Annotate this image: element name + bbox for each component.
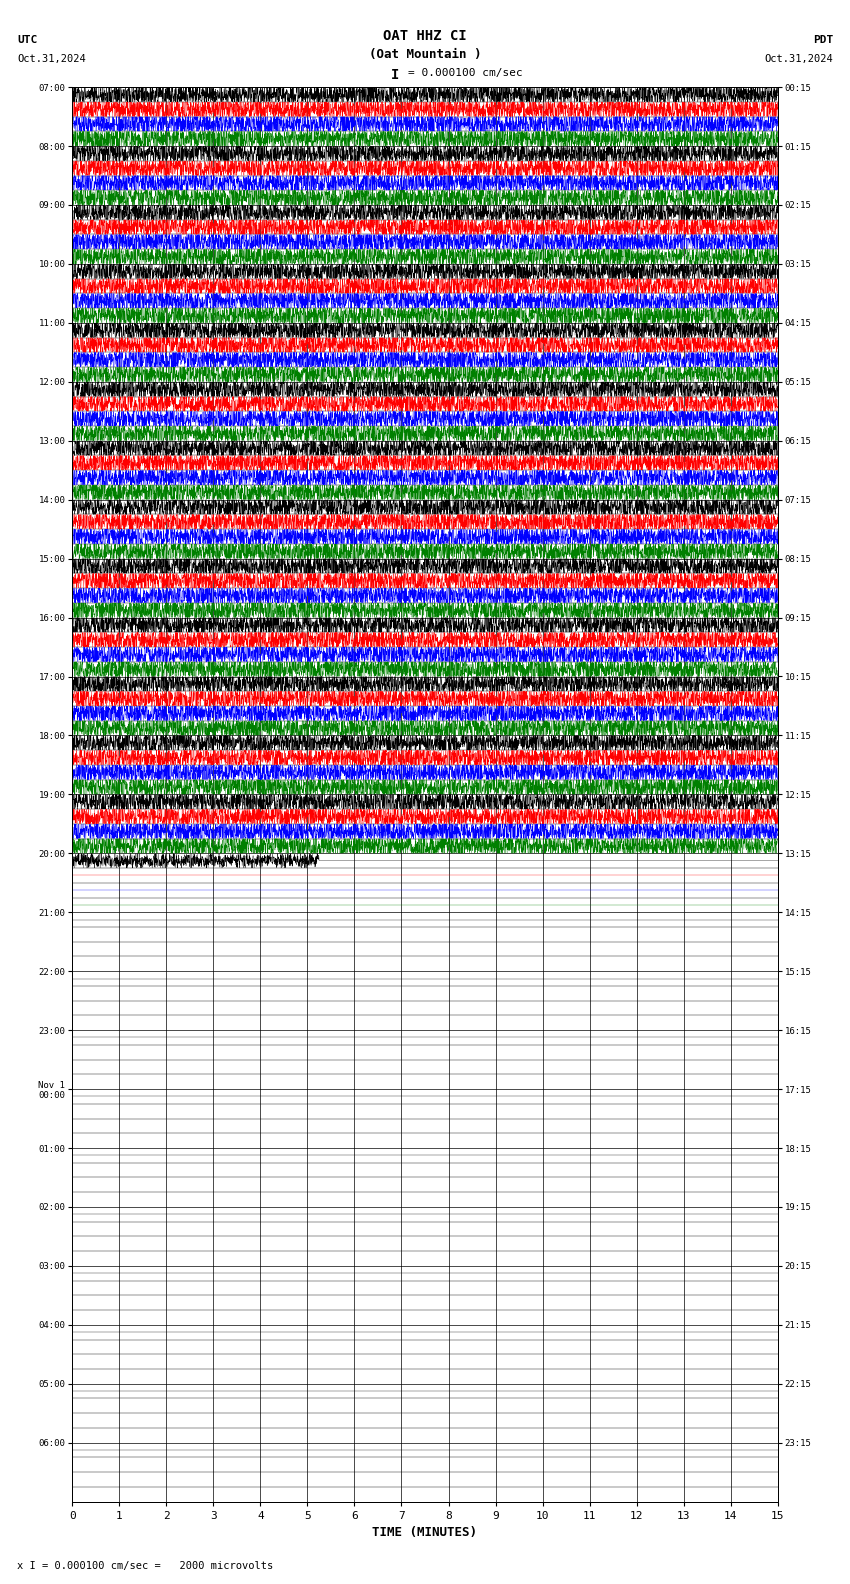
Text: OAT HHZ CI: OAT HHZ CI (383, 29, 467, 43)
Text: PDT: PDT (813, 35, 833, 44)
X-axis label: TIME (MINUTES): TIME (MINUTES) (372, 1527, 478, 1540)
Text: Oct.31,2024: Oct.31,2024 (764, 54, 833, 63)
Text: (Oat Mountain ): (Oat Mountain ) (369, 48, 481, 60)
Text: I: I (391, 68, 399, 82)
Text: Oct.31,2024: Oct.31,2024 (17, 54, 86, 63)
Text: x I = 0.000100 cm/sec =   2000 microvolts: x I = 0.000100 cm/sec = 2000 microvolts (17, 1562, 273, 1571)
Text: = 0.000100 cm/sec: = 0.000100 cm/sec (408, 68, 523, 78)
Text: UTC: UTC (17, 35, 37, 44)
